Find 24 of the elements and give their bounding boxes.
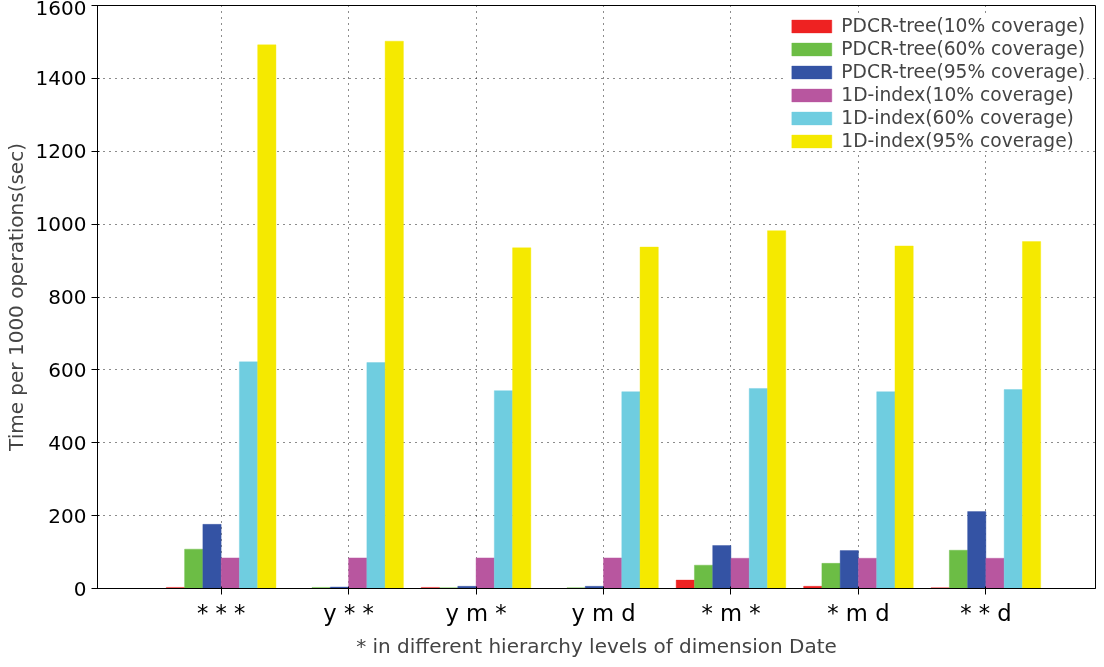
legend-label: 1D-index(10% coverage) [841, 84, 1074, 105]
legend-label: PDCR-tree(60% coverage) [841, 38, 1085, 59]
x-tick-label: * m d [827, 599, 890, 626]
y-tick-label: 1000 [35, 212, 87, 237]
y-tick-label: 1600 [35, 0, 87, 20]
legend-label: 1D-index(95% coverage) [841, 130, 1074, 151]
x-tick-label: y m * [445, 599, 507, 626]
y-tick-label: 800 [48, 285, 87, 309]
x-tick-label: y m d [571, 599, 636, 626]
legend-label: 1D-index(60% coverage) [841, 107, 1074, 128]
y-tick-label: 200 [48, 503, 87, 528]
legend-label: PDCR-tree(95% coverage) [841, 61, 1085, 82]
x-tick-label: * * * [196, 599, 246, 626]
legend-label: PDCR-tree(10% coverage) [841, 15, 1085, 36]
y-tick-label: 400 [48, 430, 87, 455]
x-axis-title: * in different hierarchy levels of dimension Date [356, 633, 837, 658]
y-axis-title: Time per 1000 operations(sec) [3, 143, 28, 452]
y-tick-label: 600 [48, 357, 87, 382]
x-tick-label: * * d [960, 599, 1012, 626]
y-tick-label: 1400 [35, 66, 87, 91]
y-tick-label: 0 [73, 576, 87, 601]
y-tick-label: 1200 [35, 139, 87, 164]
x-tick-label: y * * [323, 599, 374, 626]
x-tick-label: * m * [701, 599, 761, 626]
